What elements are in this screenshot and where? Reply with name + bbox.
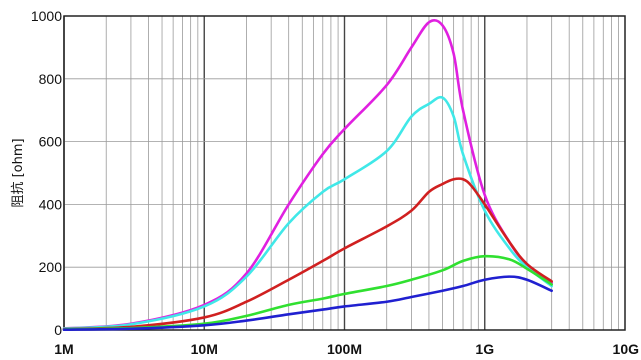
x-tick-label: 1M — [54, 341, 73, 357]
y-axis-label: 阻抗 [ohm] — [11, 138, 26, 207]
y-tick-label: 0 — [54, 322, 62, 338]
series-line-5 — [62, 275, 553, 331]
y-tick-label: 200 — [39, 259, 63, 275]
y-tick-label: 400 — [39, 196, 63, 212]
series-line-4 — [62, 254, 553, 331]
series-line-3 — [62, 177, 553, 331]
y-tick-label: 600 — [39, 134, 63, 150]
x-tick-label: 10M — [191, 341, 218, 357]
series-group — [62, 18, 553, 331]
y-tick-label: 800 — [39, 71, 63, 87]
y-tick-label: 1000 — [31, 8, 62, 24]
series-line-2 — [62, 95, 553, 330]
y-tick-labels: 0 200 400 600 800 1000 — [31, 8, 62, 338]
x-tick-label: 1G — [475, 341, 494, 357]
plot-frame — [63, 15, 626, 331]
grid — [63, 16, 625, 330]
x-tick-label: 100M — [327, 341, 362, 357]
x-tick-labels: 1M 10M 100M 1G 10G — [54, 341, 639, 357]
x-tick-label: 10G — [613, 341, 640, 357]
